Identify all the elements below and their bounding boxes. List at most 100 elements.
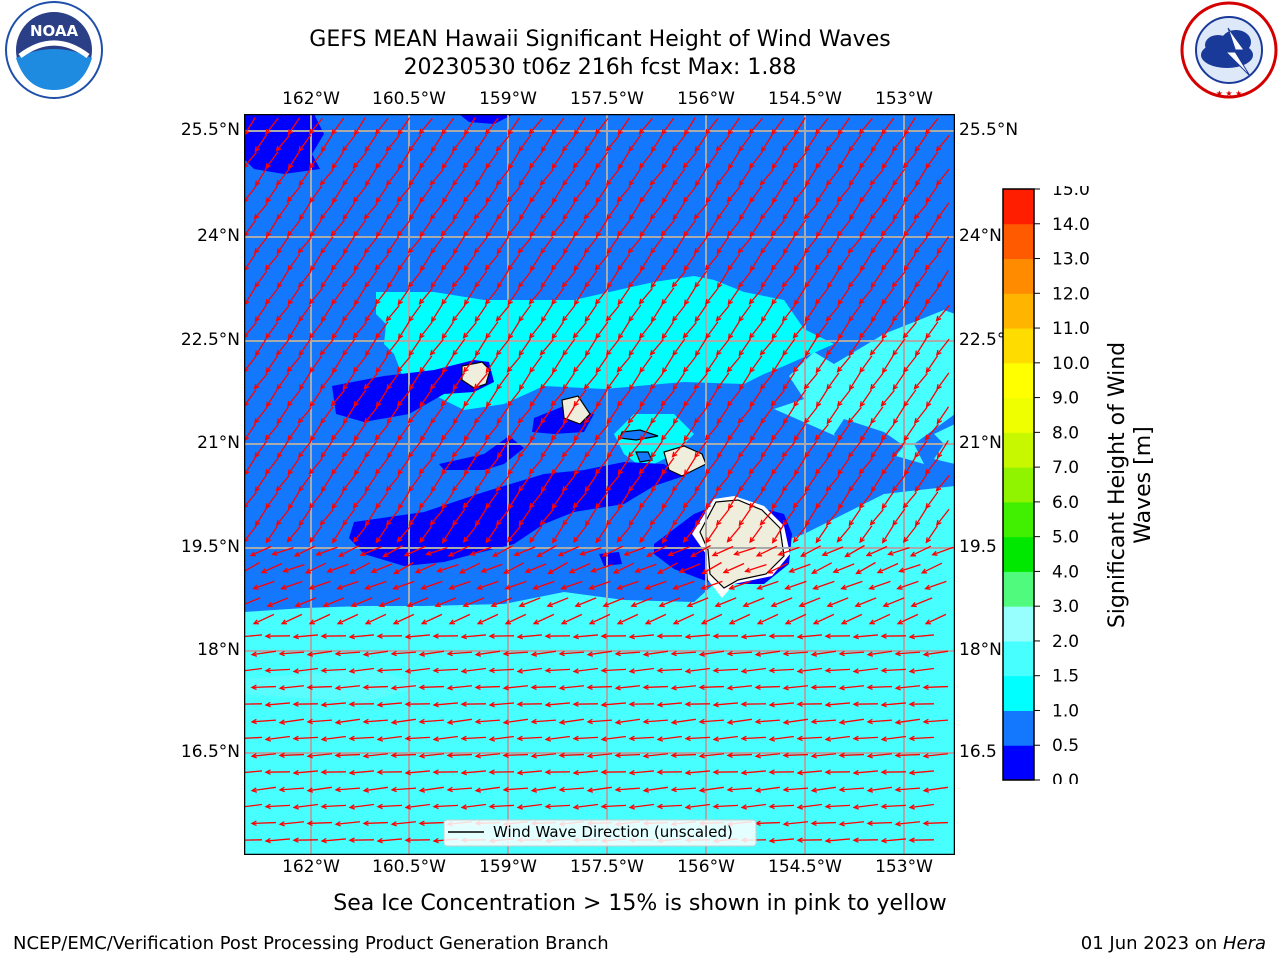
wind-wave-arrow: [628, 667, 654, 674]
wind-wave-arrow: [896, 613, 919, 625]
wind-wave-arrow: [474, 508, 487, 527]
wind-wave-arrow: [244, 561, 260, 574]
wind-wave-arrow: [364, 474, 378, 493]
wind-wave-arrow: [586, 718, 613, 725]
wind-wave-arrow: [352, 321, 367, 339]
wind-wave-arrow: [297, 236, 312, 254]
wind-wave-arrow: [460, 803, 486, 810]
wind-wave-arrow: [590, 563, 613, 573]
wind-wave-arrow: [672, 372, 686, 391]
wind-wave-arrow: [910, 597, 933, 608]
wind-wave-arrow: [858, 321, 873, 340]
wind-wave-arrow: [606, 202, 620, 221]
wind-wave-arrow: [595, 219, 608, 238]
wind-wave-arrow: [595, 525, 609, 544]
wind-wave-arrow: [848, 372, 861, 391]
wind-wave-arrow: [627, 440, 642, 459]
wind-wave-arrow: [430, 440, 444, 459]
wind-wave-arrow: [649, 202, 664, 221]
wind-wave-arrow: [749, 185, 763, 204]
wind-wave-arrow: [600, 769, 627, 775]
wind-wave-arrow: [756, 613, 779, 625]
wind-wave-arrow: [661, 525, 674, 544]
colorbar-tick-label: 13.0: [1052, 250, 1090, 270]
wind-wave-arrow: [935, 168, 950, 187]
wind-wave-arrow: [573, 253, 587, 272]
wave-band-0-0-0-5: [349, 462, 684, 566]
wind-wave-arrow: [715, 304, 730, 322]
wind-wave-arrow: [616, 613, 639, 625]
wind-wave-arrow: [529, 219, 543, 238]
colorbar-tick-label: 4.0: [1052, 562, 1079, 582]
wind-wave-arrow: [922, 786, 948, 793]
wind-wave-arrow: [716, 270, 729, 289]
wind-wave-arrow: [250, 820, 277, 827]
wind-wave-arrow: [474, 134, 488, 153]
wind-wave-arrow: [694, 168, 707, 187]
wind-wave-arrow: [810, 650, 836, 657]
wind-wave-arrow: [595, 389, 608, 408]
wind-wave-arrow: [572, 185, 587, 204]
wind-wave-arrow: [292, 633, 319, 640]
wind-wave-arrow: [771, 185, 784, 204]
wind-wave-arrow: [690, 544, 711, 558]
wind-wave-arrow: [504, 613, 527, 625]
wind-wave-arrow: [485, 389, 498, 408]
wind-wave-arrow: [320, 803, 347, 810]
wind-wave-arrow: [250, 718, 277, 725]
wind-wave-arrow: [551, 117, 565, 136]
wind-wave-arrow: [771, 457, 785, 476]
wind-wave-arrow: [661, 185, 674, 204]
wind-wave-arrow: [715, 508, 730, 527]
wind-wave-arrow: [322, 597, 345, 608]
wind-wave-arrow: [894, 786, 921, 793]
wind-wave-arrow: [452, 168, 466, 187]
wind-wave-arrow: [506, 389, 521, 408]
wind-wave-arrow: [694, 304, 708, 323]
wind-wave-arrow: [407, 236, 422, 254]
colorbar-label-line2: Waves [m]: [1131, 426, 1156, 543]
wind-wave-arrow: [568, 562, 591, 574]
wind-wave-arrow: [749, 389, 763, 408]
colorbar-tick-label: 9.0: [1052, 389, 1079, 409]
wind-wave-arrow: [244, 770, 263, 774]
wind-wave-arrow: [660, 219, 675, 237]
wind-wave-arrow: [458, 562, 481, 574]
wind-wave-arrow: [642, 650, 668, 657]
wind-wave-arrow: [583, 202, 598, 220]
wind-wave-arrow: [337, 545, 360, 557]
colorbar-tick-label: 11.0: [1052, 319, 1090, 339]
wind-wave-arrow: [684, 633, 711, 640]
wind-wave-arrow: [485, 321, 499, 340]
wind-wave-arrow: [793, 287, 806, 306]
wind-wave-arrow: [605, 508, 620, 527]
footer-machine: Hera: [1222, 933, 1266, 954]
wind-wave-arrow: [683, 423, 697, 442]
wind-wave-arrow: [244, 634, 263, 638]
wind-wave-arrow: [432, 769, 459, 775]
wind-wave-arrow: [771, 525, 784, 544]
wind-wave-arrow: [276, 270, 289, 289]
wind-wave-arrow: [782, 650, 809, 657]
wind-wave-arrow: [661, 491, 675, 510]
wind-wave-arrow: [348, 769, 375, 776]
wind-wave-arrow: [584, 338, 597, 357]
wind-wave-arrow: [386, 440, 399, 459]
wind-wave-arrow: [832, 563, 855, 574]
wind-wave-arrow: [364, 613, 387, 625]
wind-wave-arrow: [370, 563, 393, 574]
wind-wave-arrow: [353, 457, 366, 476]
wind-wave-arrow: [614, 650, 641, 657]
wind-wave-arrow: [440, 219, 455, 237]
wind-wave-arrow: [375, 321, 389, 340]
wind-wave-arrow: [748, 151, 763, 170]
wind-wave-arrow: [287, 117, 301, 136]
wind-wave-arrow: [573, 389, 587, 408]
wind-wave-arrow: [474, 753, 501, 759]
wind-wave-arrow: [452, 202, 466, 221]
wind-wave-arrow: [331, 185, 344, 204]
wind-wave-arrow: [606, 236, 620, 255]
wind-wave-arrow: [561, 134, 576, 153]
wind-wave-arrow: [594, 287, 609, 306]
wind-wave-arrow: [824, 701, 851, 708]
